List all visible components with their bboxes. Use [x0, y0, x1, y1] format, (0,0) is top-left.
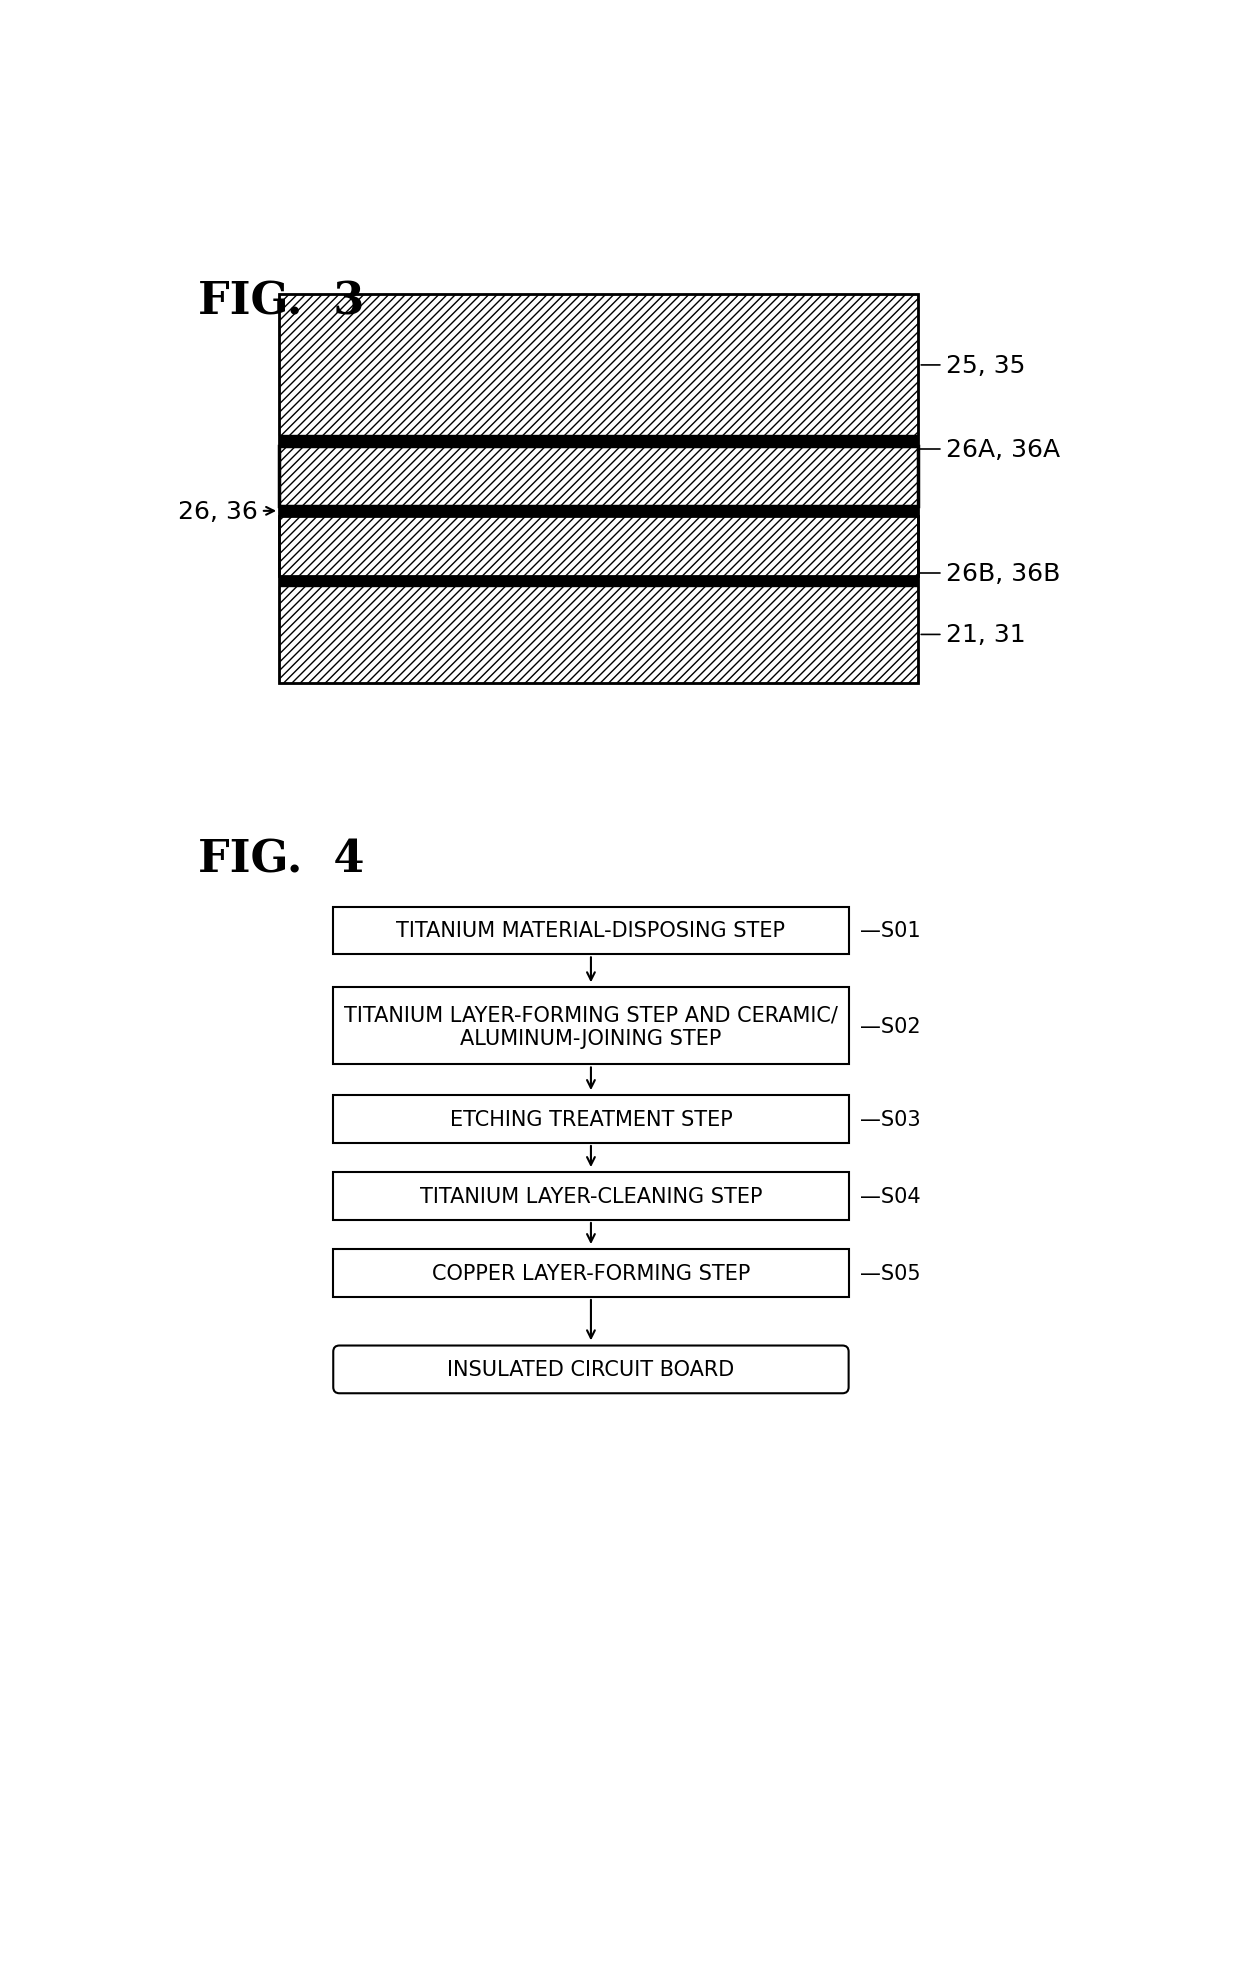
Text: TITANIUM LAYER-CLEANING STEP: TITANIUM LAYER-CLEANING STEP [419, 1186, 763, 1206]
Text: 26, 36: 26, 36 [179, 499, 274, 523]
Text: —S02: —S02 [861, 1016, 921, 1036]
Bar [279, 295, 919, 436]
Text: TITANIUM MATERIAL-DISPOSING STEP: TITANIUM MATERIAL-DISPOSING STEP [397, 921, 785, 940]
Text: FIG.  3: FIG. 3 [197, 279, 365, 323]
Text: —S05: —S05 [861, 1263, 921, 1283]
FancyBboxPatch shape [334, 1346, 848, 1394]
Text: 26B, 36B: 26B, 36B [919, 548, 1060, 586]
Bar [279, 586, 919, 683]
Text: 25, 35: 25, 35 [921, 354, 1025, 378]
Text: INSULATED CIRCUIT BOARD: INSULATED CIRCUIT BOARD [448, 1360, 734, 1380]
Bar [279, 436, 919, 447]
Bar [279, 507, 919, 517]
Text: —S01: —S01 [861, 921, 921, 940]
Bar [334, 1095, 848, 1142]
Bar [279, 295, 919, 683]
Text: FIG.  4: FIG. 4 [197, 838, 365, 881]
Text: ETCHING TREATMENT STEP: ETCHING TREATMENT STEP [450, 1109, 733, 1129]
Text: —S04: —S04 [861, 1186, 921, 1206]
Bar [334, 988, 848, 1065]
Bar [334, 907, 848, 954]
Bar [279, 576, 919, 586]
Text: TITANIUM LAYER-FORMING STEP AND CERAMIC/
ALUMINUM-JOINING STEP: TITANIUM LAYER-FORMING STEP AND CERAMIC/… [343, 1006, 838, 1047]
Text: 21, 31: 21, 31 [921, 624, 1025, 647]
Text: 26A, 36A: 26A, 36A [919, 438, 1060, 473]
Text: —S03: —S03 [861, 1109, 921, 1129]
Bar [334, 1249, 848, 1297]
Bar [279, 447, 919, 507]
Bar [334, 1172, 848, 1220]
Text: COPPER LAYER-FORMING STEP: COPPER LAYER-FORMING STEP [432, 1263, 750, 1283]
Bar [279, 517, 919, 576]
